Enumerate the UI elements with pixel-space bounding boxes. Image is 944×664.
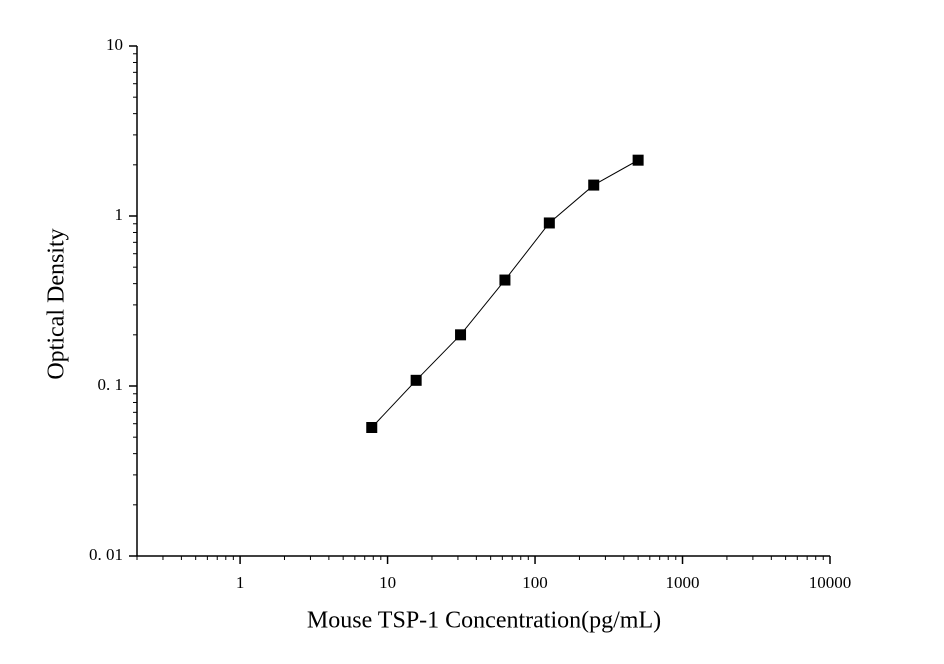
point (632, 154, 644, 166)
point (455, 329, 467, 341)
x-tick-label: 1000 (666, 573, 700, 592)
y-tick-label: 0. 1 (98, 375, 124, 394)
y-tick-label: 10 (106, 35, 123, 54)
point (588, 179, 600, 191)
x-axis-title: Mouse TSP-1 Concentration(pg/mL) (307, 608, 661, 634)
y-tick-label: 1 (115, 205, 124, 224)
x-tick-label: 1 (236, 573, 245, 592)
x-tick-label: 10000 (809, 573, 852, 592)
point (499, 274, 511, 286)
point (366, 422, 378, 434)
point (410, 374, 422, 386)
x-tick-label: 10 (379, 573, 396, 592)
x-tick-label: 100 (522, 573, 548, 592)
y-axis-title: Optical Density (44, 228, 70, 379)
point (543, 217, 555, 229)
y-tick-label: 0. 01 (89, 545, 123, 564)
curve (371, 159, 639, 428)
